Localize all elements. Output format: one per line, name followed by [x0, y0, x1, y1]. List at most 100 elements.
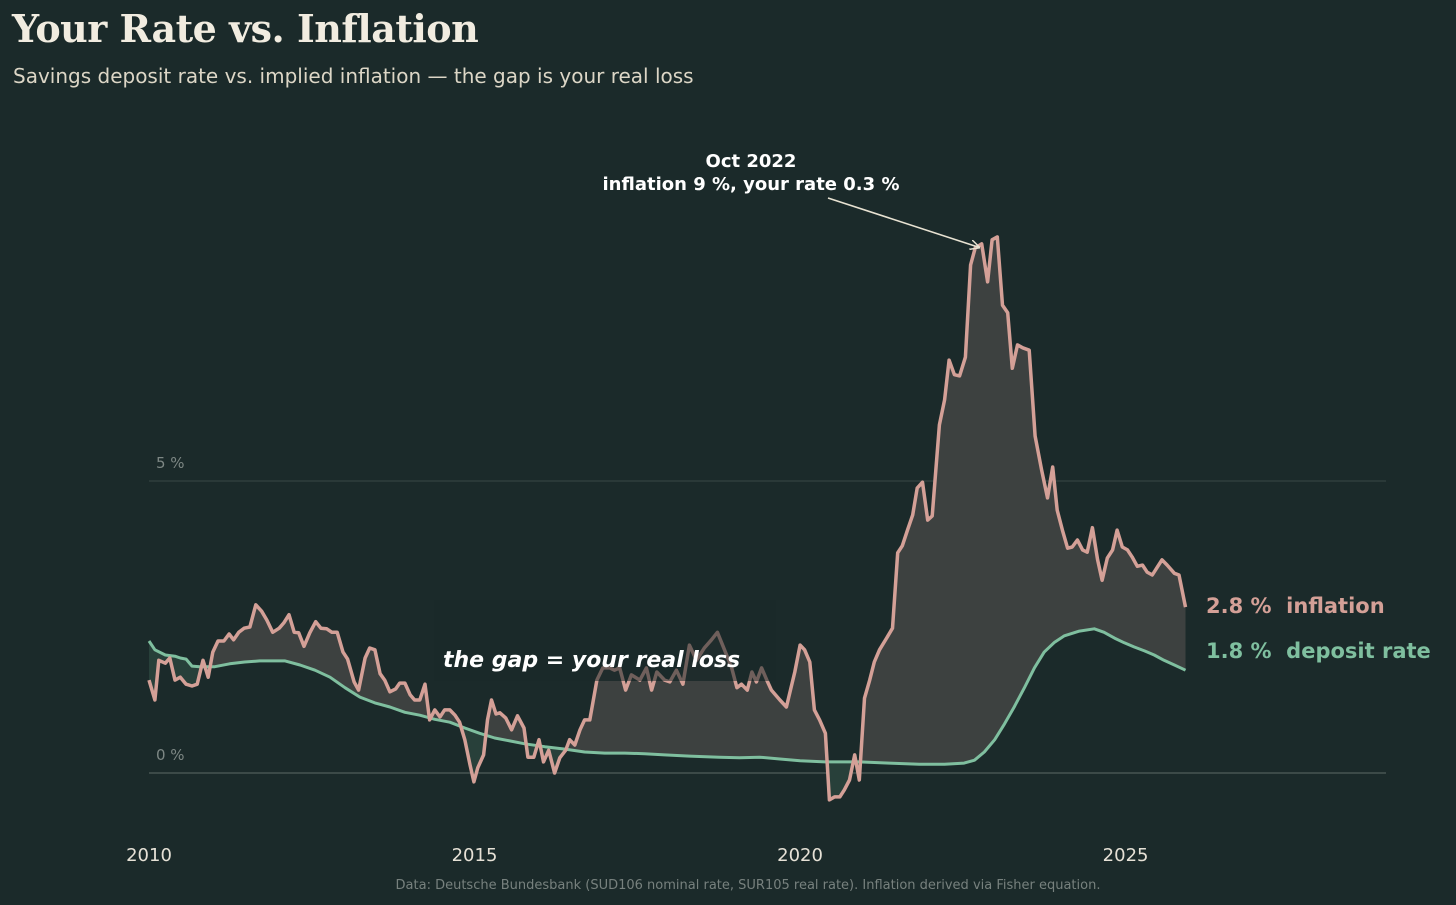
inflation-data-point — [174, 679, 177, 682]
deposit-data-point — [823, 760, 826, 763]
deposit-data-point — [174, 655, 177, 658]
inflation-data-point — [185, 683, 188, 686]
inflation-data-point — [532, 756, 535, 759]
deposit-data-point — [1053, 641, 1056, 644]
deposit-data-point — [758, 756, 761, 759]
chart-title: Your Rate vs. Inflation — [12, 6, 479, 51]
deposit-data-point — [478, 732, 481, 735]
inflation-data-point — [991, 238, 994, 241]
inflation-data-point — [613, 669, 616, 672]
inflation-data-point — [645, 666, 648, 669]
inflation-data-point — [297, 631, 300, 634]
inflation-data-point — [595, 679, 598, 682]
inflation-data-point — [770, 689, 773, 692]
inflation-data-point — [688, 644, 691, 647]
deposit-data-point — [1043, 651, 1046, 654]
inflation-data-point — [813, 708, 816, 711]
inflation-data-point — [1061, 529, 1064, 532]
deposit-data-point — [1063, 634, 1066, 637]
inflation-data-point — [542, 760, 545, 763]
inflation-data-point — [211, 651, 214, 654]
inflation-data-point — [207, 676, 210, 679]
deposit-data-point — [643, 752, 646, 755]
deposit-data-point — [258, 659, 261, 662]
y-tick-label: 0 % — [156, 746, 185, 764]
inflation-data-point — [578, 728, 581, 731]
inflation-data-point — [824, 732, 827, 735]
inflation-data-point — [403, 682, 406, 685]
inflation-data-point — [482, 753, 485, 756]
inflation-data-point — [818, 718, 821, 721]
inflation-data-point — [1146, 571, 1149, 574]
inflation-data-point — [1056, 509, 1059, 512]
deposit-data-point — [943, 763, 946, 766]
deposit-data-point — [463, 727, 466, 730]
inflation-data-point — [1141, 564, 1144, 567]
inflation-data-point — [148, 679, 151, 682]
x-axis: 2010 2015 2020 2025 — [126, 845, 1148, 866]
inflation-data-point — [293, 631, 296, 634]
inflation-data-point — [650, 689, 653, 692]
inflation-data-point — [906, 529, 909, 532]
inflation-data-point — [553, 772, 556, 775]
deposit-data-point — [1153, 654, 1156, 657]
deposit-data-point — [543, 745, 546, 748]
inflation-data-point — [325, 627, 328, 630]
inflation-data-point — [655, 670, 658, 673]
inflation-data-point — [878, 648, 881, 651]
inflation-data-point — [278, 627, 281, 630]
inflation-data-point — [1001, 304, 1004, 307]
inflation-data-point — [157, 659, 160, 662]
inflation-data-point — [388, 690, 391, 693]
inflation-data-point — [1091, 526, 1094, 529]
deposit-data-point — [1023, 686, 1026, 689]
inflation-data-point — [1126, 548, 1129, 551]
inflation-data-point — [638, 679, 641, 682]
inflation-data-point — [710, 638, 713, 641]
inflation-data-point — [980, 242, 983, 245]
inflation-data-point — [948, 359, 951, 362]
inflation-data-point — [760, 666, 763, 669]
inflation-data-point — [254, 603, 257, 606]
inflation-data-point — [735, 686, 738, 689]
inflation-data-point — [443, 708, 446, 711]
deposit-data-point — [623, 752, 626, 755]
inflation-data-point — [458, 721, 461, 724]
inflation-data-point — [1121, 545, 1124, 548]
inflation-data-point — [308, 631, 311, 634]
annotation-arrow — [827, 197, 979, 247]
inflation-data-point — [516, 714, 519, 717]
inflation-data-point — [1177, 574, 1180, 577]
inflation-data-point — [486, 718, 489, 721]
deposit-rate-line — [147, 627, 1187, 766]
deposit-data-point — [1013, 706, 1016, 709]
inflation-data-point — [833, 795, 836, 798]
inflation-data-point — [969, 263, 972, 266]
deposit-data-point — [1133, 645, 1136, 648]
inflation-data-point — [1071, 545, 1074, 548]
inflation-data-point — [618, 666, 621, 669]
inflation-data-point — [828, 798, 831, 801]
deposit-data-point — [1093, 627, 1096, 630]
deposit-data-point — [328, 676, 331, 679]
deposit-data-point — [663, 753, 666, 756]
inflation-data-point — [217, 640, 220, 643]
inflation-data-point — [1131, 555, 1134, 558]
inflation-data-point — [730, 666, 733, 669]
inflation-data-point — [428, 718, 431, 721]
deposit-data-point — [373, 701, 376, 704]
inflation-data-point — [916, 487, 919, 490]
inflation-data-point — [364, 656, 367, 659]
inflation-data-point — [958, 374, 961, 377]
deposit-data-point — [888, 762, 891, 765]
inflation-data-point — [222, 640, 225, 643]
inflation-data-point — [265, 618, 268, 621]
deposit-data-point — [1078, 630, 1081, 633]
deposit-data-point — [858, 760, 861, 763]
inflation-data-point — [778, 699, 781, 702]
deposit-data-point — [343, 686, 346, 689]
inflation-data-point — [1076, 538, 1079, 541]
inflation-data-point — [630, 673, 633, 676]
inflation-data-point — [398, 682, 401, 685]
deposit-data-point — [284, 659, 287, 662]
